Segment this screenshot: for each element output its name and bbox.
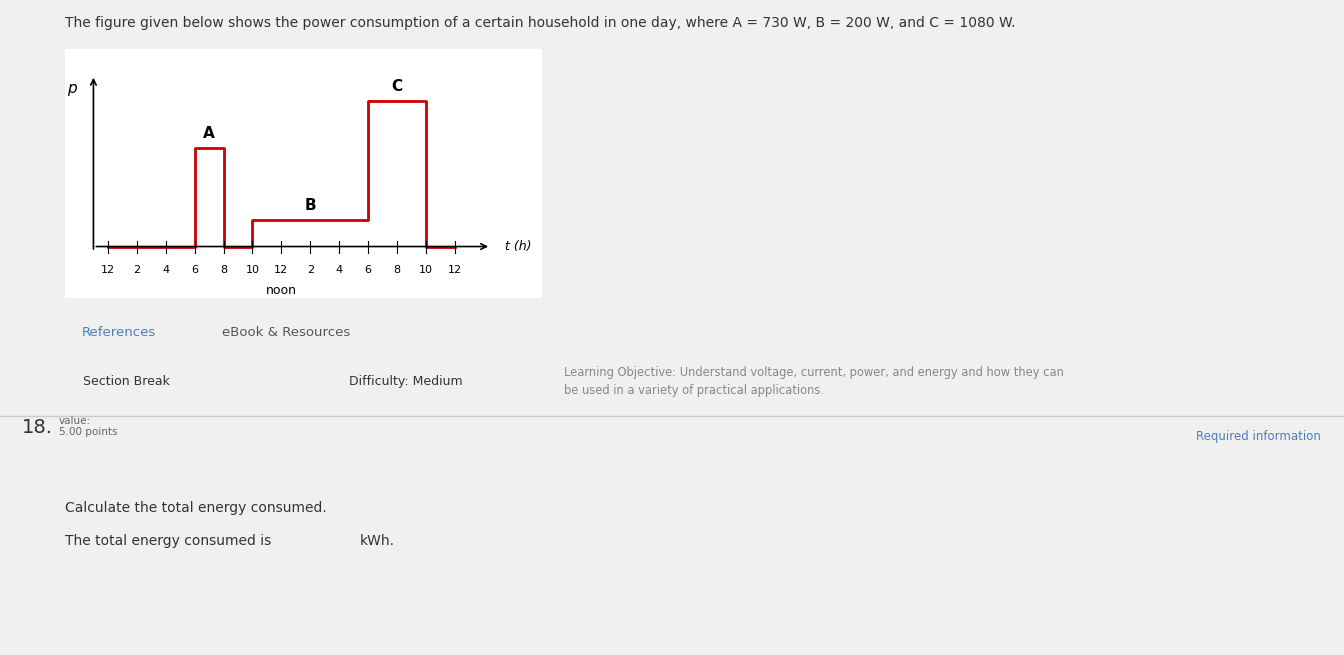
Text: t (h): t (h) (505, 240, 532, 253)
Text: 8: 8 (220, 265, 227, 275)
Text: 6: 6 (364, 265, 372, 275)
Text: 18.: 18. (22, 417, 52, 437)
Text: kWh.: kWh. (360, 534, 395, 548)
Text: A: A (203, 126, 215, 141)
Text: Difficulty: Medium: Difficulty: Medium (349, 375, 464, 388)
Text: Learning Objective: Understand voltage, current, power, and energy and how they : Learning Objective: Understand voltage, … (564, 365, 1064, 397)
Text: C: C (391, 79, 403, 94)
Text: 6: 6 (191, 265, 198, 275)
Text: 12: 12 (101, 265, 116, 275)
Text: B: B (305, 198, 316, 213)
Text: eBook & Resources: eBook & Resources (222, 326, 349, 339)
Text: 4: 4 (336, 265, 343, 275)
Text: p: p (67, 81, 77, 96)
Text: 8: 8 (394, 265, 401, 275)
Text: 10: 10 (419, 265, 433, 275)
Text: 4: 4 (163, 265, 169, 275)
Text: Calculate the total energy consumed.: Calculate the total energy consumed. (65, 501, 327, 515)
Text: The total energy consumed is: The total energy consumed is (65, 534, 270, 548)
Text: 2: 2 (133, 265, 140, 275)
Text: 12: 12 (274, 265, 289, 275)
Text: References: References (82, 326, 156, 339)
Text: value:: value: (59, 415, 91, 426)
Text: 5.00 points: 5.00 points (59, 427, 118, 438)
Text: 10: 10 (246, 265, 259, 275)
Text: noon: noon (266, 284, 297, 297)
Text: The figure given below shows the power consumption of a certain household in one: The figure given below shows the power c… (65, 16, 1015, 30)
Text: 2: 2 (306, 265, 314, 275)
Text: 12: 12 (448, 265, 462, 275)
Text: Section Break: Section Break (83, 375, 171, 388)
Text: Required information: Required information (1196, 430, 1320, 443)
